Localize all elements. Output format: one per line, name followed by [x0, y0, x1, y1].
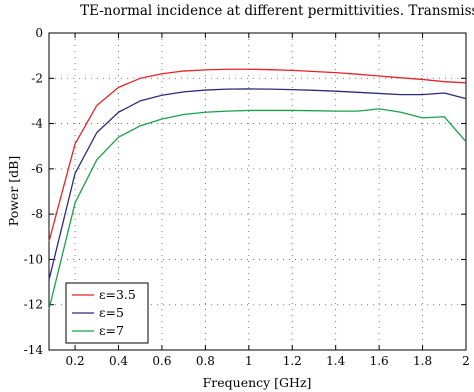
legend-label-2: ε=5: [99, 305, 124, 320]
y-tick-label: -4: [31, 117, 43, 131]
x-axis-label: Frequency [GHz]: [203, 375, 312, 390]
y-tick-label: -12: [24, 298, 43, 312]
y-tick-label: -8: [31, 207, 43, 221]
plot-frame: [48, 32, 467, 351]
legend-label-1: ε=3.5: [99, 287, 136, 302]
x-tick-label: 0.6: [152, 354, 171, 368]
chart-title: TE-normal incidence at different permitt…: [80, 3, 474, 19]
y-tick-label: -10: [24, 252, 43, 266]
legend: ε=3.5 ε=5 ε=7: [65, 282, 149, 344]
series-line-2: [48, 88, 467, 280]
x-tick-label: 1.2: [283, 354, 302, 368]
y-tick-label: -2: [31, 71, 43, 85]
x-tick-label: 0.8: [196, 354, 215, 368]
x-tick-label: 1: [245, 354, 253, 368]
x-axis-ticks: 0.2 0.4 0.6 0.8 1 1.2 1.4 1.6 1.8 2: [66, 33, 470, 368]
x-tick-label: 2: [462, 354, 470, 368]
series-line-1: [48, 68, 467, 242]
x-tick-label: 0.4: [109, 354, 128, 368]
y-tick-label: 0: [35, 26, 43, 40]
x-tick-label: 1.8: [413, 354, 432, 368]
y-axis-ticks: 0 -2 -4 -6 -8 -10 -12 -14: [24, 26, 466, 357]
y-tick-label: -14: [24, 343, 44, 357]
y-tick-label: -6: [31, 162, 43, 176]
x-tick-label: 1.4: [326, 354, 345, 368]
series-lines: [48, 68, 467, 310]
x-tick-label: 1.6: [370, 354, 389, 368]
legend-label-3: ε=7: [99, 323, 124, 338]
x-tick-label: 0.2: [66, 354, 85, 368]
y-axis-label: Power [dB]: [6, 156, 21, 226]
series-line-3: [48, 108, 467, 310]
